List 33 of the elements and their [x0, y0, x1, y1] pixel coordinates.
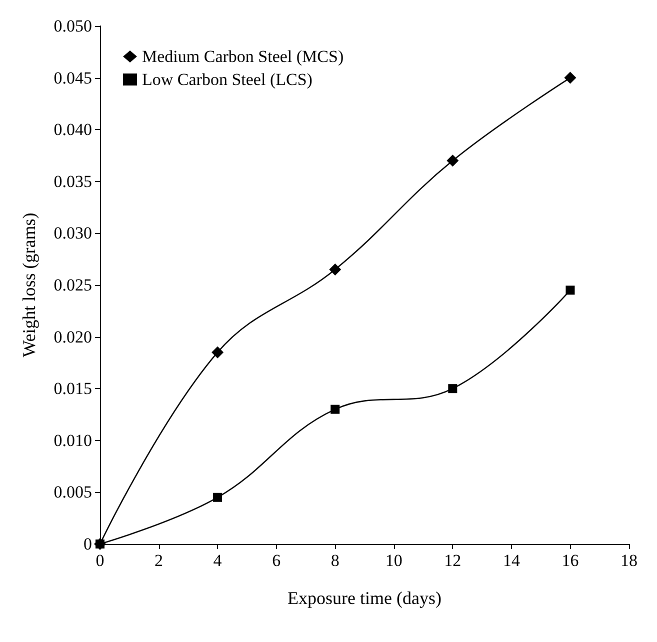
x-tick-label: 8: [330, 551, 340, 570]
y-tick-label: 0.025: [54, 276, 92, 294]
point: [448, 384, 458, 394]
y-tick-label: 0.020: [54, 327, 92, 346]
x-tick-label: 10: [385, 551, 402, 570]
y-axis-title: Weight loss (grams): [19, 212, 39, 358]
y-tick-label: 0.035: [54, 172, 92, 191]
point: [329, 263, 342, 276]
point: [564, 72, 576, 84]
x-tick-label: 18: [620, 551, 638, 570]
x-tick-label: 2: [154, 551, 164, 570]
legend-label: Low Carbon Steel (LCS): [142, 70, 312, 89]
legend-label: Medium Carbon Steel (MCS): [142, 47, 344, 66]
y-tick-label: 0.045: [54, 68, 92, 88]
x-tick-label: 16: [562, 551, 579, 570]
point: [212, 346, 224, 358]
x-tick-label: 12: [444, 551, 462, 570]
x-axis-title: Exposure time (days): [288, 588, 442, 608]
x-tick-label: 4: [213, 551, 222, 570]
y-tick-label: 0.040: [54, 120, 92, 140]
point: [330, 404, 340, 414]
y-tick-label: 0.015: [54, 379, 92, 398]
y-tick-label: 0.050: [54, 16, 92, 36]
point: [213, 492, 222, 502]
point: [566, 286, 575, 295]
y-tick-label: 0.030: [54, 224, 92, 243]
x-tick-label: 14: [502, 551, 520, 570]
x-tick-label: 0: [96, 551, 104, 570]
x-tick-label: 6: [272, 551, 281, 570]
y-tick-label: 0.010: [54, 430, 92, 450]
point: [446, 154, 459, 167]
y-tick-label: 0.005: [54, 482, 92, 502]
y-tick-label: 0: [84, 534, 92, 554]
